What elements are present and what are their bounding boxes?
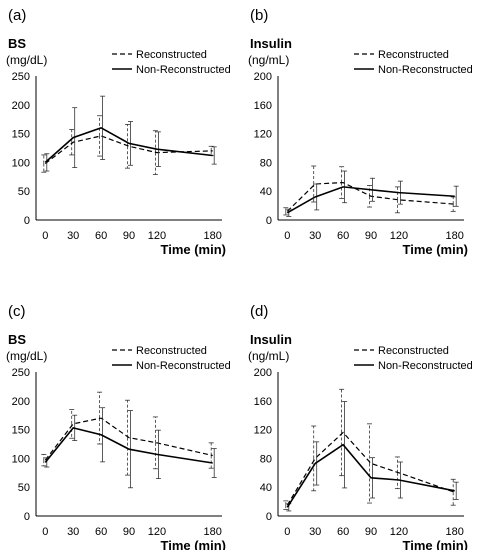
y-tick-label: 250 [12, 367, 30, 379]
y-tick-label: 200 [254, 367, 272, 379]
y-tick-label: 80 [260, 453, 272, 465]
legend-label: Reconstructed [378, 345, 449, 357]
y-tick-label: 160 [254, 100, 272, 112]
chart-panel-a: (a) BS (mg/dL) 0 50 100 150 200 250 0 30 60 90 120 180… [6, 7, 231, 257]
legend-label: Non-Reconstructed [378, 64, 473, 76]
y-axis-unit: (ng/mL) [248, 349, 289, 363]
x-tick-label: 180 [204, 526, 222, 538]
y-tick-label: 50 [18, 482, 30, 494]
legend-label: Non-Reconstructed [136, 64, 231, 76]
series-line-reconstructed [44, 417, 213, 461]
x-tick-label: 60 [95, 230, 107, 242]
y-axis-label: BS [8, 332, 26, 347]
x-axis-label: Time (min) [161, 538, 227, 550]
x-axis-label: Time (min) [403, 538, 469, 550]
y-tick-label: 250 [12, 71, 30, 83]
panel-label: (b) [250, 7, 268, 24]
y-tick-label: 200 [254, 71, 272, 83]
y-tick-label: 120 [254, 425, 272, 437]
panel-label: (c) [8, 303, 26, 320]
legend-label: Reconstructed [378, 49, 449, 61]
panel-label: (a) [8, 7, 26, 24]
y-tick-label: 0 [266, 215, 272, 227]
x-tick-label: 0 [284, 230, 290, 242]
x-tick-label: 90 [365, 230, 377, 242]
y-axis-label: BS [8, 36, 26, 51]
y-tick-label: 150 [12, 425, 30, 437]
series-line-non-reconstructed [44, 426, 213, 464]
x-tick-label: 180 [446, 230, 464, 242]
series-line-non-reconstructed [286, 443, 455, 508]
chart-panel-b: (b) Insulin (ng/mL) 0 40 80 120 160 200 0 30 60 90 12… [248, 7, 473, 257]
legend-label: Non-Reconstructed [378, 360, 473, 372]
y-axis-label: Insulin [250, 332, 292, 347]
series-line-non-reconstructed [44, 126, 213, 163]
x-tick-label: 0 [42, 230, 48, 242]
x-tick-label: 0 [42, 526, 48, 538]
y-axis-label: Insulin [250, 36, 292, 51]
legend-label: Reconstructed [136, 49, 207, 61]
y-tick-label: 200 [12, 396, 30, 408]
series-line-reconstructed [44, 135, 213, 165]
y-axis-unit: (mg/dL) [6, 53, 47, 67]
panel-label: (d) [250, 303, 268, 320]
y-tick-label: 100 [12, 157, 30, 169]
y-tick-label: 200 [12, 100, 30, 112]
legend-label: Reconstructed [136, 345, 207, 357]
chart-panel-d: (d) Insulin (ng/mL) 0 40 80 120 160 200 0 30 60 90 12… [248, 303, 473, 553]
y-tick-label: 0 [24, 215, 30, 227]
x-tick-label: 90 [123, 230, 135, 242]
y-tick-label: 80 [260, 157, 272, 169]
x-tick-label: 0 [284, 526, 290, 538]
x-tick-label: 180 [204, 230, 222, 242]
x-tick-label: 60 [337, 230, 349, 242]
x-tick-label: 90 [365, 526, 377, 538]
y-tick-label: 100 [12, 453, 30, 465]
y-tick-label: 160 [254, 396, 272, 408]
x-tick-label: 180 [446, 526, 464, 538]
series-line-reconstructed [286, 181, 455, 212]
x-tick-label: 120 [390, 526, 408, 538]
y-tick-label: 150 [12, 129, 30, 141]
x-tick-label: 30 [309, 526, 321, 538]
x-tick-label: 120 [390, 230, 408, 242]
x-tick-label: 90 [123, 526, 135, 538]
y-tick-label: 0 [24, 511, 30, 523]
series-line-reconstructed [286, 431, 455, 506]
x-axis-label: Time (min) [161, 242, 227, 257]
y-axis-unit: (ng/mL) [248, 53, 289, 67]
series-line-non-reconstructed [286, 186, 455, 214]
y-tick-label: 0 [266, 511, 272, 523]
y-tick-label: 50 [18, 186, 30, 198]
x-tick-label: 30 [67, 230, 79, 242]
x-tick-label: 60 [95, 526, 107, 538]
y-tick-label: 40 [260, 186, 272, 198]
y-tick-label: 40 [260, 482, 272, 494]
x-tick-label: 60 [337, 526, 349, 538]
x-tick-label: 30 [67, 526, 79, 538]
y-axis-unit: (mg/dL) [6, 349, 47, 363]
x-tick-label: 120 [148, 526, 166, 538]
legend-label: Non-Reconstructed [136, 360, 231, 372]
x-axis-label: Time (min) [403, 242, 469, 257]
y-tick-label: 120 [254, 129, 272, 141]
x-tick-label: 30 [309, 230, 321, 242]
x-tick-label: 120 [148, 230, 166, 242]
chart-panel-c: (c) BS (mg/dL) 0 50 100 150 200 250 0 30 60 90 120 180… [6, 303, 231, 553]
